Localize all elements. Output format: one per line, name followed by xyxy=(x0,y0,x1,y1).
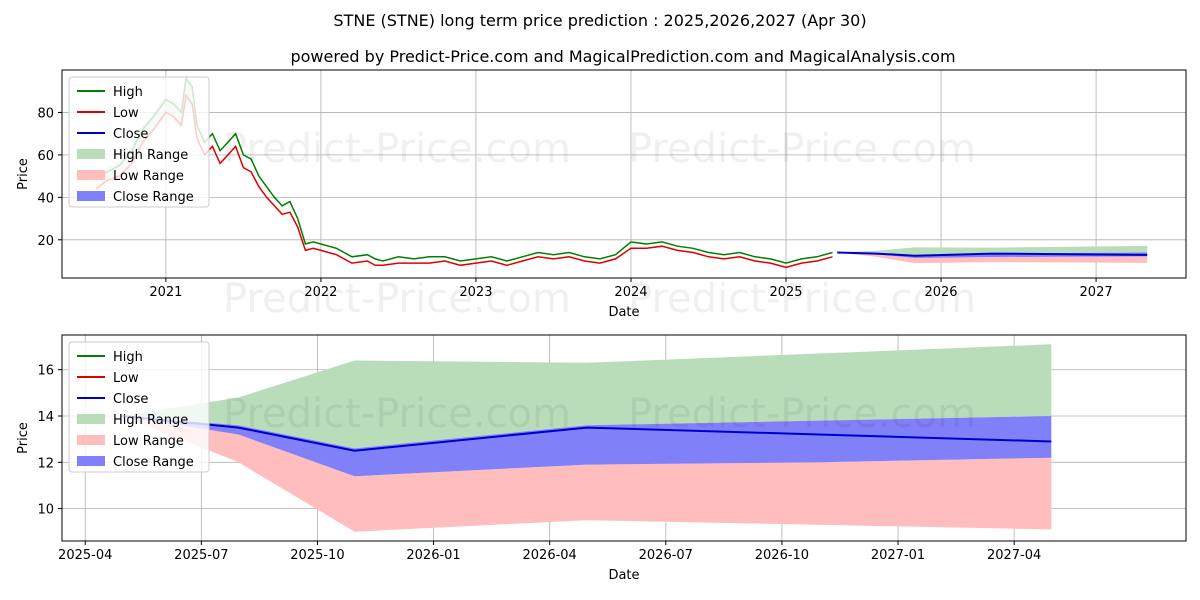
panel2-legend-label: Low xyxy=(113,371,139,386)
panel2-legend-swatch xyxy=(77,456,105,466)
panel2-watermark-1: Predict-Price.com xyxy=(223,391,571,437)
panel2-x-axis-label: Date xyxy=(608,568,639,583)
panel2-legend-swatch xyxy=(77,435,105,445)
panel1-legend-label: Low xyxy=(113,106,139,121)
chart-title: STNE (STNE) long term price prediction :… xyxy=(333,11,866,30)
panel1-watermark-1: Predict-Price.com xyxy=(223,126,571,172)
panel2-axes-frame xyxy=(61,334,1187,542)
panel1-y-tick-label: 80 xyxy=(37,106,54,121)
panel2-close-range-band xyxy=(122,416,1052,477)
panel2-legend-label: High Range xyxy=(113,413,188,428)
panel2-close-line xyxy=(122,415,1052,452)
panel1-legend-label: High xyxy=(113,85,143,100)
panel2-x-tick-label: 2026-01 xyxy=(406,548,460,563)
panel2-x-tick-label: 2026-04 xyxy=(523,548,577,563)
panel2-legend-label: High xyxy=(113,350,143,365)
panel1-watermark-3: Predict-Price.com xyxy=(223,276,571,322)
panel1-x-tick-label: 2022 xyxy=(304,285,337,300)
panel1-x-tick-label: 2024 xyxy=(614,285,647,300)
panel2-legend-swatch xyxy=(77,414,105,424)
panel2-y-axis-label: Price xyxy=(16,422,31,454)
panel1-x-tick-label: 2025 xyxy=(769,285,802,300)
panel2-y-tick-label: 14 xyxy=(37,410,54,425)
panel2-high-range-band xyxy=(122,344,1052,449)
panel1-watermark-4: Predict-Price.com xyxy=(628,276,976,322)
panel1-legend-label: Low Range xyxy=(113,169,184,184)
panel1-x-axis-label: Date xyxy=(608,305,639,320)
panel1-axes-frame xyxy=(61,69,1187,279)
panel2-x-tick-label: 2025-04 xyxy=(58,548,112,563)
panel1-y-tick-label: 20 xyxy=(37,234,54,249)
panel1-legend-swatch xyxy=(77,170,105,180)
panel2-y-tick-label: 12 xyxy=(37,456,54,471)
panel1-legend-swatch xyxy=(77,191,105,201)
panel1-y-tick-label: 60 xyxy=(37,149,54,164)
panel1-x-tick-label: 2021 xyxy=(149,285,182,300)
chart-subtitle: powered by Predict-Price.com and Magical… xyxy=(290,47,955,66)
panel1-close-line xyxy=(837,251,1148,257)
panel2-low-range-band xyxy=(122,416,1052,532)
panel2-legend-label: Close Range xyxy=(113,455,194,470)
panel2-watermark-2: Predict-Price.com xyxy=(628,391,976,437)
panel1-legend-swatch xyxy=(77,149,105,159)
panel1-watermark-2: Predict-Price.com xyxy=(628,126,976,172)
panel2-x-tick-label: 2026-07 xyxy=(639,548,693,563)
panel2-legend-label: Close xyxy=(113,392,148,407)
panel2-plot-area xyxy=(58,334,1187,545)
panel1-x-tick-label: 2026 xyxy=(924,285,957,300)
panel1-plot-area xyxy=(58,69,1187,282)
panel1-x-tick-label: 2027 xyxy=(1080,285,1113,300)
panel2-y-tick-label: 16 xyxy=(37,364,54,379)
panel2-legend-label: Low Range xyxy=(113,434,184,449)
panel2-x-tick-label: 2027-04 xyxy=(987,548,1041,563)
panel2-x-tick-label: 2027-01 xyxy=(871,548,925,563)
panel1-legend-label: Close Range xyxy=(113,190,194,205)
panel2-series-layer xyxy=(122,344,1052,532)
panel1-legend-label: Close xyxy=(113,127,148,142)
panel1-legend-label: High Range xyxy=(113,148,188,163)
panel1-y-axis-label: Price xyxy=(16,158,31,190)
panel1-low-range-band xyxy=(837,252,1148,264)
panel2-x-tick-label: 2026-10 xyxy=(755,548,809,563)
panel2-x-tick-label: 2025-10 xyxy=(290,548,344,563)
panel1-x-tick-label: 2023 xyxy=(459,285,492,300)
panel2-x-tick-label: 2025-07 xyxy=(174,548,228,563)
panel1-high-range-band xyxy=(837,246,1148,256)
panel2-y-tick-label: 10 xyxy=(37,503,54,518)
panel1-y-tick-label: 40 xyxy=(37,191,54,206)
